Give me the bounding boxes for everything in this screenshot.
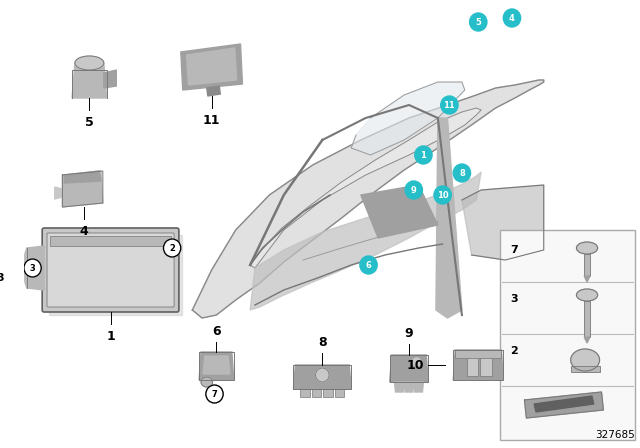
Polygon shape [187,48,237,85]
Bar [500,230,635,440]
Polygon shape [436,118,462,318]
Circle shape [360,256,377,274]
Polygon shape [250,108,481,268]
Circle shape [453,164,470,182]
Circle shape [316,368,329,382]
Polygon shape [104,70,116,88]
Text: 5: 5 [476,17,481,26]
Text: 10: 10 [407,358,424,371]
Polygon shape [584,276,590,282]
Polygon shape [207,86,220,96]
Polygon shape [294,365,351,389]
Bar [480,354,492,376]
FancyBboxPatch shape [47,233,174,307]
Polygon shape [361,185,438,238]
Text: 5: 5 [85,116,93,129]
Circle shape [441,96,458,114]
Circle shape [415,146,432,164]
Polygon shape [25,246,44,290]
Circle shape [24,259,41,277]
Text: 3: 3 [0,273,4,283]
Polygon shape [181,44,243,90]
Polygon shape [199,352,234,380]
Text: 4: 4 [79,225,88,238]
Text: 8: 8 [318,336,326,349]
Bar [584,254,590,276]
Ellipse shape [571,349,600,371]
Polygon shape [453,350,503,380]
Text: 8: 8 [459,168,465,177]
Ellipse shape [201,377,212,387]
FancyBboxPatch shape [42,228,179,312]
Bar [323,389,333,397]
Text: 6: 6 [365,260,371,270]
Bar [571,366,600,372]
Circle shape [163,239,181,257]
Polygon shape [414,382,424,392]
Text: 4: 4 [509,13,515,22]
Text: 6: 6 [212,325,221,338]
Text: 7: 7 [212,389,218,399]
Polygon shape [394,382,404,392]
Bar [335,389,344,397]
Polygon shape [534,396,594,412]
Polygon shape [351,82,465,155]
Polygon shape [250,172,481,310]
Text: 3: 3 [29,263,35,272]
Polygon shape [63,171,103,207]
Polygon shape [193,80,544,318]
Circle shape [413,358,420,366]
Text: 327685: 327685 [595,430,635,440]
Ellipse shape [75,56,104,70]
Circle shape [470,13,487,31]
Polygon shape [54,187,63,199]
Circle shape [206,385,223,403]
Polygon shape [72,63,107,98]
Text: 2: 2 [510,346,518,356]
Text: 7: 7 [510,245,518,255]
Bar [467,354,478,376]
Polygon shape [404,382,414,392]
Circle shape [405,181,422,199]
Text: 9: 9 [411,185,417,194]
Bar [312,389,321,397]
Bar [300,389,310,397]
Polygon shape [390,355,428,382]
Text: 3: 3 [510,294,518,304]
Text: 1: 1 [420,151,426,159]
Polygon shape [525,392,604,418]
Text: 11: 11 [203,114,220,127]
Ellipse shape [577,289,598,301]
Ellipse shape [577,242,598,254]
Polygon shape [49,235,182,315]
Text: 10: 10 [437,190,449,199]
Circle shape [434,186,451,204]
Text: 2: 2 [169,244,175,253]
Bar [584,301,590,337]
Circle shape [503,9,520,27]
Text: 11: 11 [444,100,455,109]
Bar [455,350,501,358]
Polygon shape [462,185,544,260]
Bar [50,236,171,246]
Text: 9: 9 [404,327,413,340]
Polygon shape [65,171,101,183]
Polygon shape [203,356,230,374]
Text: 1: 1 [106,330,115,343]
Polygon shape [584,337,590,343]
